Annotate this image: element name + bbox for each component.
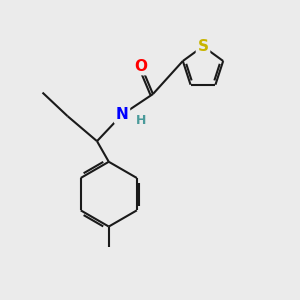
- Text: O: O: [135, 58, 148, 74]
- Text: N: N: [116, 107, 128, 122]
- Text: S: S: [197, 39, 208, 54]
- Text: H: H: [136, 114, 146, 127]
